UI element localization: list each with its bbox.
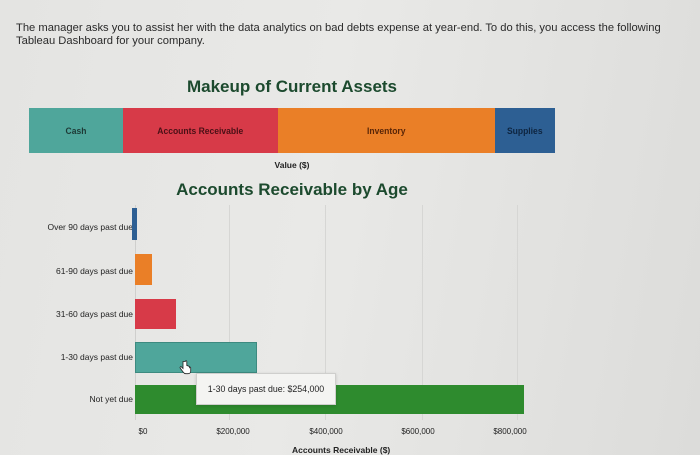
makeup-stacked-bar: Cash Accounts Receivable Inventory Suppl… [29, 108, 555, 153]
x-tick-400k: $400,000 [309, 427, 343, 436]
category-label-1-30: 1-30 days past due [60, 352, 133, 362]
category-label-61-90: 61-90 days past due [55, 266, 133, 276]
x-tick-600k: $600,000 [401, 427, 435, 436]
segment-accounts-receivable[interactable]: Accounts Receivable [123, 108, 278, 153]
gridline-800k [517, 205, 518, 420]
bar-31-60[interactable] [135, 299, 176, 329]
makeup-chart-title: Makeup of Current Assets [186, 77, 398, 96]
makeup-axis-label: Value ($) [274, 160, 310, 170]
bar-tooltip: 1-30 days past due: $254,000 [196, 373, 336, 405]
ar-x-axis-label: Accounts Receivable ($) [292, 445, 391, 455]
category-label-31-60: 31-60 days past due [55, 309, 133, 319]
category-label-not-yet-due: Not yet due [89, 394, 133, 404]
segment-cash[interactable]: Cash [29, 108, 123, 153]
bar-1-30[interactable] [135, 342, 257, 373]
bar-over-90[interactable] [132, 208, 137, 240]
intro-text: The manager asks you to assist her with … [16, 22, 661, 47]
x-tick-800k: $800,000 [493, 427, 527, 436]
x-tick-0: $0 [138, 427, 148, 436]
segment-label: Inventory [367, 125, 406, 136]
gridline-400k [325, 205, 326, 420]
segment-supplies[interactable]: Supplies [495, 108, 555, 153]
segment-label: Supplies [507, 125, 543, 136]
segment-label: Cash [65, 125, 87, 136]
segment-inventory[interactable]: Inventory [278, 108, 495, 153]
x-tick-200k: $200,000 [216, 427, 250, 436]
segment-label: Accounts Receivable [157, 125, 244, 136]
gridline-200k [229, 205, 230, 420]
hand-pointer-cursor-icon [179, 360, 192, 375]
bar-61-90[interactable] [135, 254, 152, 285]
gridline-600k [422, 205, 423, 420]
category-label-over-90: Over 90 days past due [47, 222, 133, 232]
ar-chart-title: Accounts Receivable by Age [176, 180, 408, 199]
